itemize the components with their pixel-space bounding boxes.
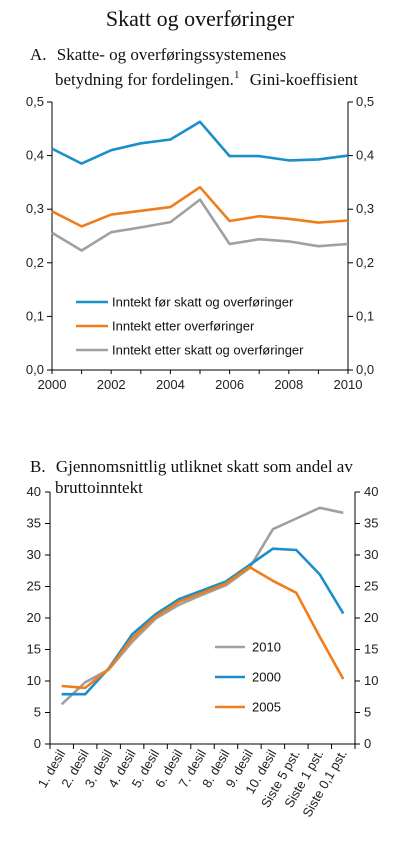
x-tick-label: 2004 (156, 377, 185, 392)
panel-b-prefix: B. (30, 457, 46, 476)
legend-label-3: Inntekt etter skatt og overføringer (112, 343, 304, 358)
y-tick-label-left: 15 (27, 642, 41, 657)
series-line-3 (51, 198, 349, 252)
series-line-1 (51, 120, 349, 165)
panel-b-title: B. Gjennomsnittlig utliknet skatt som an… (30, 456, 353, 498)
panel-b-title-line1: Gjennomsnittlig utliknet skatt som andel… (55, 457, 353, 476)
series-line-2 (51, 185, 349, 228)
panel-a-title-line2: betydning for fordelingen. (55, 69, 234, 89)
y-tick-label-left: 0,3 (26, 201, 44, 216)
y-tick-label-left: 0,2 (26, 255, 44, 270)
x-tick-label: 2010 (334, 377, 363, 392)
y-tick-label-right: 35 (364, 516, 378, 531)
legend-label-2000: 2000 (252, 670, 281, 685)
y-tick-label-left: 0,1 (26, 308, 44, 323)
panel-a-prefix: A. (30, 45, 47, 64)
y-tick-label-left: 0,4 (26, 148, 44, 163)
page-title: Skatt og overføringer (105, 6, 295, 31)
panel-a-title-tail: Gini-koeffisient (249, 69, 358, 89)
panel-a-title: A. Skatte- og overføringssystemenes bety… (30, 44, 358, 90)
panel-b-title-line2: bruttoinntekt (55, 478, 143, 497)
x-tick-label: 2008 (274, 377, 303, 392)
y-tick-label-right: 25 (364, 579, 378, 594)
x-tick-label: 2000 (38, 377, 67, 392)
legend-label-1: Inntekt før skatt og overføringer (112, 295, 294, 310)
legend-label-2010: 2010 (252, 640, 281, 655)
y-tick-label-left: 35 (27, 516, 41, 531)
legend-label-2: Inntekt etter overføringer (112, 319, 255, 334)
y-tick-label-right: 40 (364, 484, 378, 499)
y-tick-label-right: 30 (364, 547, 378, 562)
x-tick-label: 2002 (97, 377, 126, 392)
y-tick-label-left: 30 (27, 547, 41, 562)
x-tick-label: 2006 (215, 377, 244, 392)
panel-a-footnote-mark: 1 (233, 69, 240, 81)
y-tick-label-left: 25 (27, 579, 41, 594)
panel-a-title-line1: Skatte- og overføringssystemenes (56, 45, 287, 64)
y-tick-label-right: 0,0 (356, 362, 374, 377)
y-tick-label-right: 0,4 (356, 148, 374, 163)
y-tick-label-right: 0 (364, 736, 371, 751)
series-line-2005 (61, 565, 345, 690)
y-tick-label-right: 10 (364, 673, 378, 688)
y-tick-label-left: 20 (27, 610, 41, 625)
y-tick-label-left: 5 (34, 705, 41, 720)
y-tick-label-right: 5 (364, 705, 371, 720)
y-tick-label-left: 10 (27, 673, 41, 688)
y-tick-label-right: 0,3 (356, 201, 374, 216)
y-tick-label-left: 0,0 (26, 362, 44, 377)
y-tick-label-left: 0,5 (26, 94, 44, 109)
y-tick-label-right: 0,1 (356, 308, 374, 323)
y-tick-label-right: 15 (364, 642, 378, 657)
y-tick-label-left: 0 (34, 736, 41, 751)
y-tick-label-left: 40 (27, 484, 41, 499)
y-tick-label-right: 20 (364, 610, 378, 625)
y-tick-label-right: 0,2 (356, 255, 374, 270)
legend-label-2005: 2005 (252, 700, 281, 715)
y-tick-label-right: 0,5 (356, 94, 374, 109)
